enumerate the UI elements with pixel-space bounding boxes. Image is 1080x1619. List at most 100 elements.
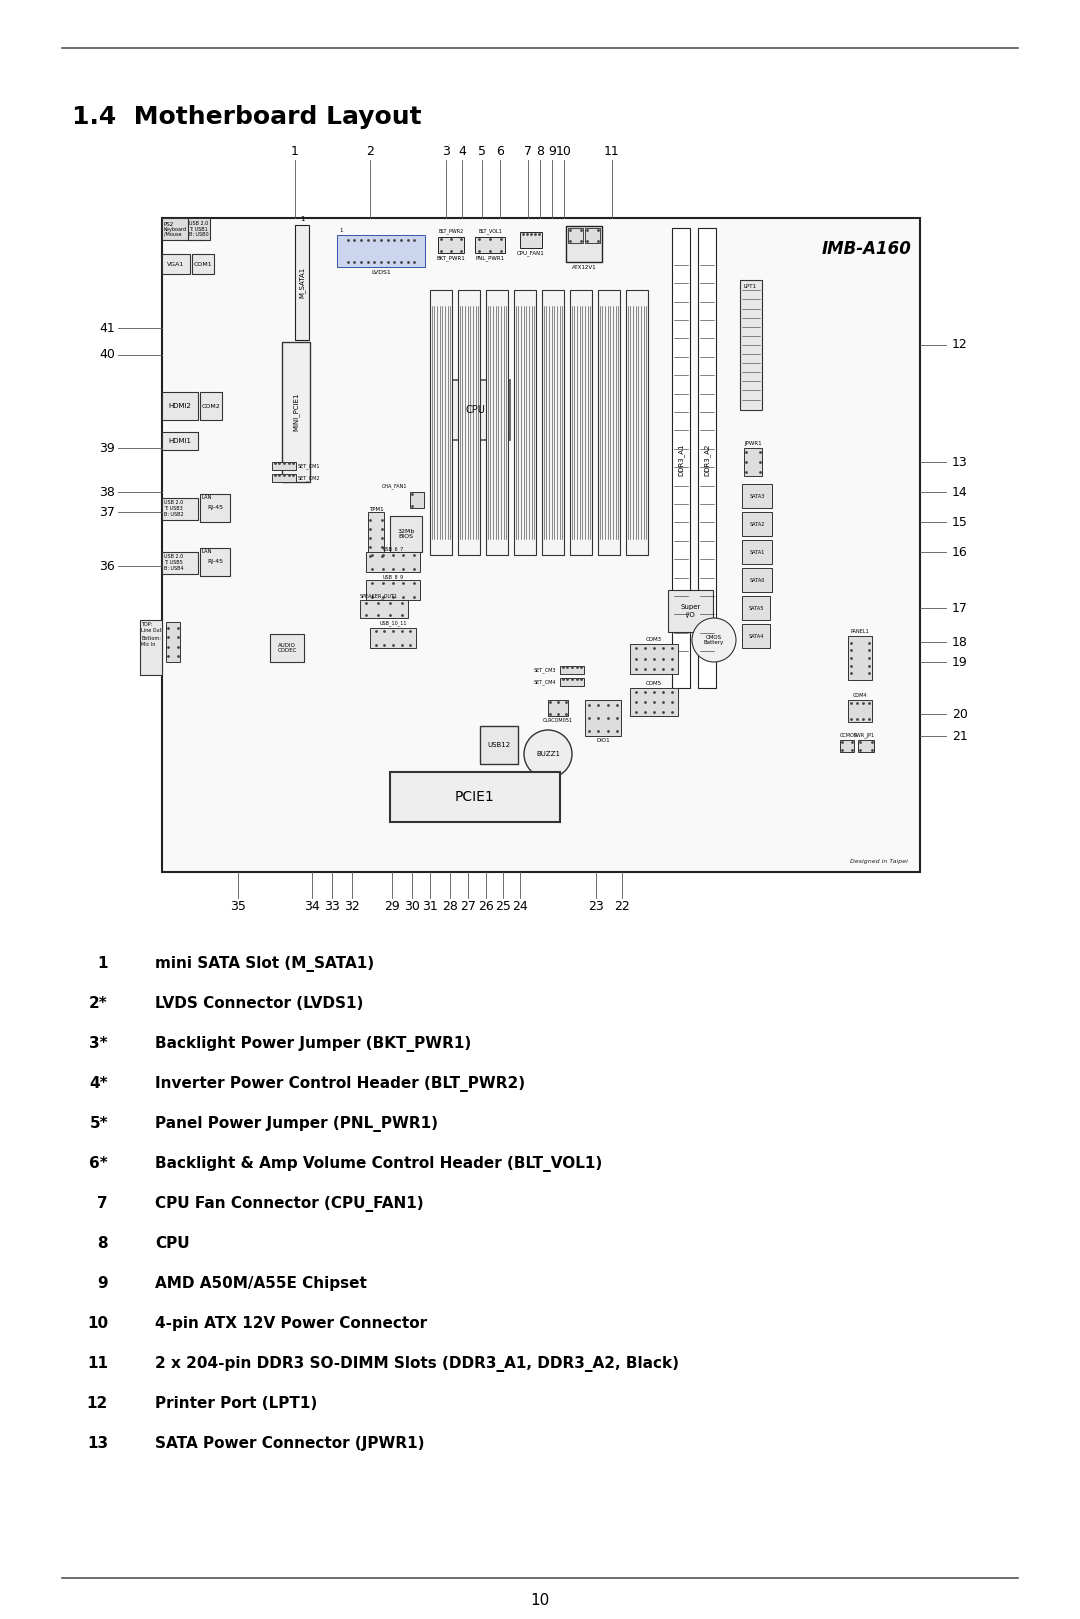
Text: 38: 38 — [99, 486, 114, 499]
Text: 15: 15 — [951, 515, 968, 528]
Bar — [542, 290, 564, 555]
Text: SATA4: SATA4 — [748, 633, 764, 638]
Text: IMB-A160: IMB-A160 — [822, 240, 912, 257]
Bar — [858, 740, 874, 751]
Text: BLT_PWR2: BLT_PWR2 — [438, 228, 463, 235]
Bar — [368, 512, 384, 563]
Text: T: USB3: T: USB3 — [164, 507, 183, 512]
Text: B: USB0: B: USB0 — [189, 232, 208, 236]
Text: Printer Port (LPT1): Printer Port (LPT1) — [156, 1396, 318, 1412]
Text: DIO1: DIO1 — [596, 738, 610, 743]
Bar — [585, 699, 621, 737]
Text: mini SATA Slot (M_SATA1): mini SATA Slot (M_SATA1) — [156, 955, 374, 971]
Bar — [410, 492, 424, 508]
Text: BKT_PWR1: BKT_PWR1 — [436, 256, 465, 261]
Text: 13: 13 — [86, 1436, 108, 1451]
Text: T: USB5: T: USB5 — [164, 560, 183, 565]
Text: 17: 17 — [951, 602, 968, 615]
Text: LAN: LAN — [201, 549, 212, 554]
Text: SATA1: SATA1 — [750, 549, 765, 554]
Text: 2 x 204-pin DDR3 SO-DIMM Slots (DDR3_A1, DDR3_A2, Black): 2 x 204-pin DDR3 SO-DIMM Slots (DDR3_A1,… — [156, 1357, 679, 1371]
Bar — [568, 228, 583, 243]
Text: RJ-45: RJ-45 — [207, 505, 222, 510]
Text: 11: 11 — [87, 1357, 108, 1371]
Text: 1: 1 — [292, 146, 299, 159]
Text: 1.4  Motherboard Layout: 1.4 Motherboard Layout — [72, 105, 421, 130]
Text: 23: 23 — [589, 900, 604, 913]
Text: 14: 14 — [951, 486, 968, 499]
Text: 13: 13 — [951, 455, 968, 468]
Text: CPU_FAN1: CPU_FAN1 — [517, 249, 545, 256]
Text: LVDS Connector (LVDS1): LVDS Connector (LVDS1) — [156, 996, 363, 1010]
Text: SET_CM2: SET_CM2 — [298, 474, 321, 481]
Text: 21: 21 — [951, 730, 968, 743]
Bar — [162, 499, 198, 520]
Bar — [630, 688, 678, 716]
Text: 2*: 2* — [90, 996, 108, 1010]
Bar — [742, 568, 772, 593]
Text: 19: 19 — [951, 656, 968, 669]
Text: PS2: PS2 — [164, 222, 174, 227]
Text: 37: 37 — [99, 505, 114, 518]
Bar — [698, 228, 716, 688]
Text: 27: 27 — [460, 900, 476, 913]
Text: 35: 35 — [230, 900, 246, 913]
Text: 9: 9 — [548, 146, 556, 159]
Text: 11: 11 — [604, 146, 620, 159]
Bar — [630, 644, 678, 674]
Text: 12: 12 — [86, 1396, 108, 1412]
Bar — [440, 380, 510, 440]
Text: Designed in Taipei: Designed in Taipei — [850, 860, 908, 865]
Text: 34: 34 — [305, 900, 320, 913]
Bar — [519, 232, 542, 248]
Bar — [200, 494, 230, 521]
Text: 25: 25 — [495, 900, 511, 913]
Text: Super
I/O: Super I/O — [680, 604, 701, 617]
Text: CMOS
Battery: CMOS Battery — [704, 635, 724, 646]
Text: USB_6_7: USB_6_7 — [382, 546, 404, 552]
Text: USB_8_9: USB_8_9 — [382, 575, 404, 580]
Bar — [162, 392, 198, 419]
Text: B: USB4: B: USB4 — [164, 567, 184, 572]
Text: PANEL1: PANEL1 — [851, 630, 869, 635]
Text: Backlight Power Jumper (BKT_PWR1): Backlight Power Jumper (BKT_PWR1) — [156, 1036, 471, 1052]
Text: SATA5: SATA5 — [748, 606, 764, 610]
Text: BLT_VOL1: BLT_VOL1 — [478, 228, 502, 235]
Text: 10: 10 — [86, 1316, 108, 1331]
Bar — [162, 219, 920, 873]
Bar — [570, 290, 592, 555]
Text: LVDS1: LVDS1 — [372, 270, 391, 275]
Text: 10: 10 — [556, 146, 572, 159]
Text: AMD A50M/A55E Chipset: AMD A50M/A55E Chipset — [156, 1276, 367, 1290]
Text: 32Mb
BIOS: 32Mb BIOS — [397, 528, 415, 539]
Bar — [200, 392, 222, 419]
Bar — [162, 219, 204, 240]
Text: USB12: USB12 — [487, 742, 511, 748]
Text: CCMOS: CCMOS — [840, 733, 858, 738]
Text: 28: 28 — [442, 900, 458, 913]
Text: CHA_FAN1: CHA_FAN1 — [381, 484, 407, 489]
Text: PWR_JP1: PWR_JP1 — [854, 732, 875, 738]
Text: 31: 31 — [422, 900, 437, 913]
Text: 41: 41 — [99, 322, 114, 335]
Text: M_SATA1: M_SATA1 — [299, 267, 306, 298]
Text: JPWR1: JPWR1 — [744, 440, 761, 445]
Bar — [566, 227, 602, 262]
Text: COM4: COM4 — [853, 693, 867, 698]
Text: PCIE1: PCIE1 — [455, 790, 495, 805]
Bar — [162, 552, 198, 575]
Text: 26: 26 — [478, 900, 494, 913]
Text: 7: 7 — [524, 146, 532, 159]
Text: SATA3: SATA3 — [750, 494, 765, 499]
Bar — [742, 623, 770, 648]
Text: 20: 20 — [951, 708, 968, 720]
Text: 1: 1 — [97, 955, 108, 971]
Text: BUZZ1: BUZZ1 — [536, 751, 561, 758]
Bar — [848, 636, 872, 680]
Text: TPM1: TPM1 — [368, 507, 383, 512]
Bar — [742, 484, 772, 508]
Bar — [598, 290, 620, 555]
Bar — [282, 342, 310, 482]
Text: 8: 8 — [97, 1235, 108, 1251]
Bar — [742, 512, 772, 536]
